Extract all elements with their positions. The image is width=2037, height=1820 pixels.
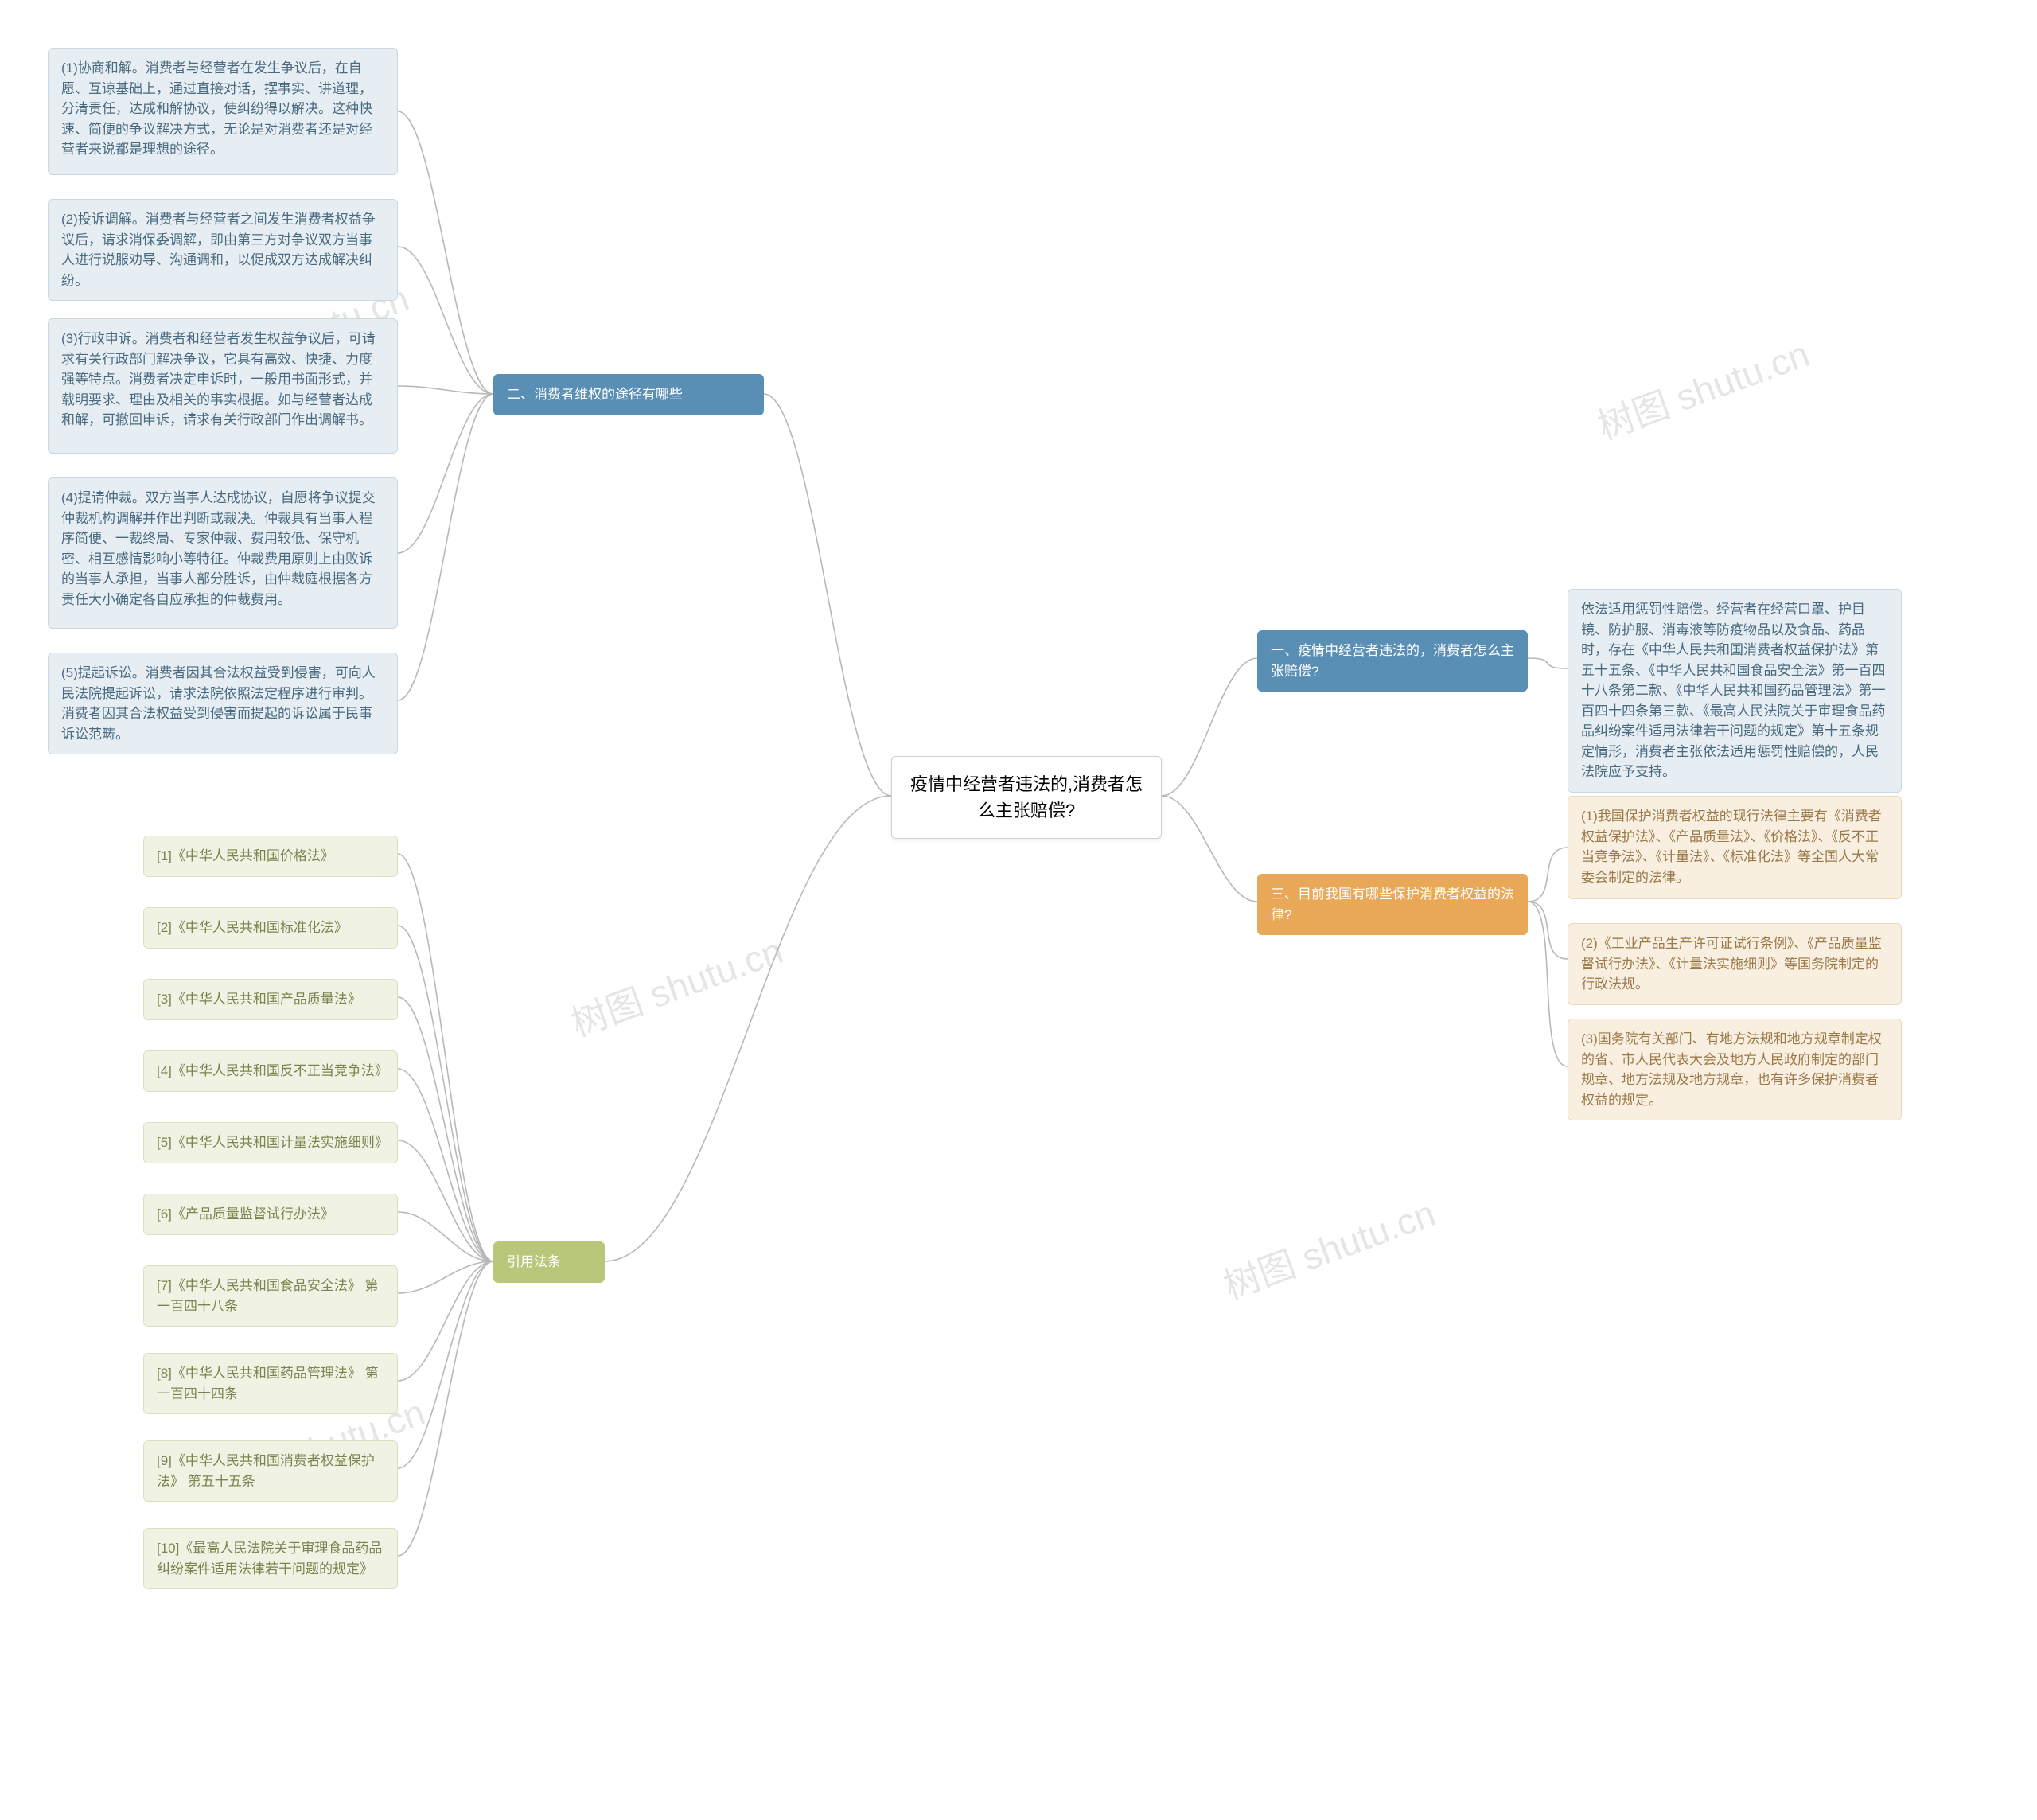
- section2-item-2: (2)投诉调解。消费者与经营者之间发生消费者权益争议后，请求消保委调解，即由第三…: [48, 199, 398, 301]
- section2-item-5: (5)提起诉讼。消费者因其合法权益受到侵害，可向人民法院提起诉讼，请求法院依照法…: [48, 653, 398, 754]
- citations-title: 引用法条: [493, 1241, 605, 1283]
- section3-item-3: (3)国务院有关部门、有地方法规和地方规章制定权的省、市人民代表大会及地方人民政…: [1568, 1019, 1902, 1120]
- section2-title: 二、消费者维权的途径有哪些: [493, 374, 764, 415]
- citation-7: [7]《中华人民共和国食品安全法》 第一百四十八条: [143, 1265, 398, 1327]
- root-node: 疫情中经营者违法的,消费者怎么主张赔偿?: [891, 756, 1162, 839]
- section2-item-3: (3)行政申诉。消费者和经营者发生权益争议后，可请求有关行政部门解决争议，它具有…: [48, 318, 398, 454]
- citation-10: [10]《最高人民法院关于审理食品药品纠纷案件适用法律若干问题的规定》: [143, 1528, 398, 1589]
- citation-4: [4]《中华人民共和国反不正当竞争法》: [143, 1050, 398, 1092]
- citation-9: [9]《中华人民共和国消费者权益保护法》 第五十五条: [143, 1440, 398, 1502]
- citation-5: [5]《中华人民共和国计量法实施细则》: [143, 1122, 398, 1163]
- section3-item-1: (1)我国保护消费者权益的现行法律主要有《消费者权益保护法》、《产品质量法》、《…: [1568, 796, 1902, 899]
- citation-1: [1]《中华人民共和国价格法》: [143, 836, 398, 877]
- citation-3: [3]《中华人民共和国产品质量法》: [143, 979, 398, 1020]
- section2-item-4: (4)提请仲裁。双方当事人达成协议，自愿将争议提交仲裁机构调解并作出判断或裁决。…: [48, 477, 398, 629]
- citation-8: [8]《中华人民共和国药品管理法》 第一百四十四条: [143, 1353, 398, 1414]
- section1-body: 依法适用惩罚性赔偿。经营者在经营口罩、护目镜、防护服、消毒液等防疫物品以及食品、…: [1568, 589, 1902, 793]
- citation-2: [2]《中华人民共和国标准化法》: [143, 907, 398, 949]
- section3-item-2: (2)《工业产品生产许可证试行条例》、《产品质量监督试行办法》、《计量法实施细则…: [1568, 923, 1902, 1005]
- section2-item-1: (1)协商和解。消费者与经营者在发生争议后，在自愿、互谅基础上，通过直接对话，摆…: [48, 48, 398, 175]
- section1-title: 一、疫情中经营者违法的，消费者怎么主张赔偿?: [1257, 630, 1528, 692]
- citation-6: [6]《产品质量监督试行办法》: [143, 1194, 398, 1235]
- section3-title: 三、目前我国有哪些保护消费者权益的法律?: [1257, 874, 1528, 935]
